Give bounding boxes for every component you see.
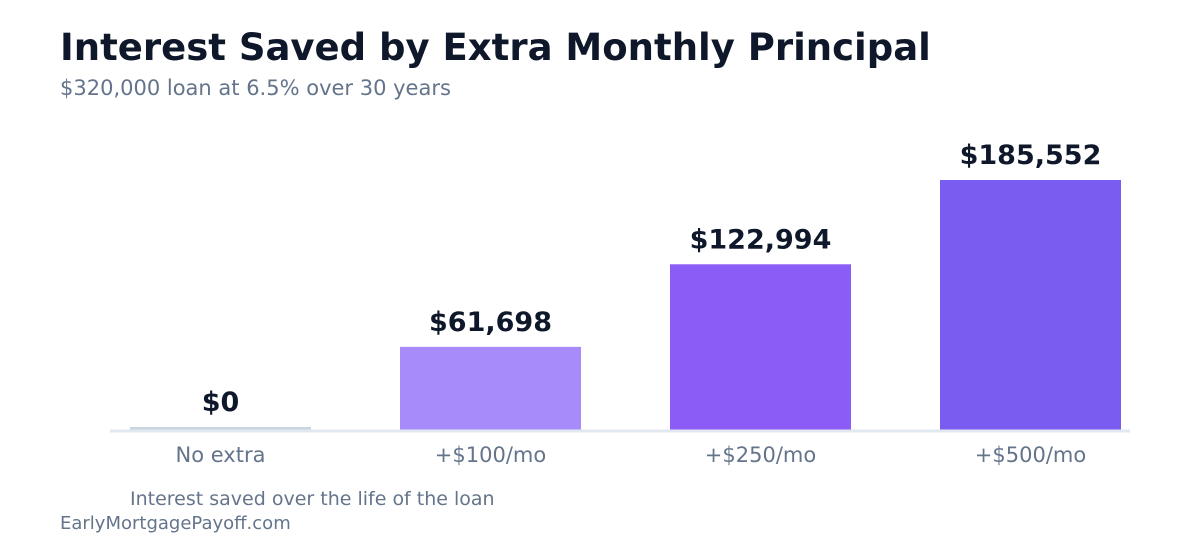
chart-title: Interest Saved by Extra Monthly Principa… bbox=[60, 26, 931, 69]
chart-caption: Interest saved over the life of the loan bbox=[130, 488, 495, 510]
x-tick-label: +$250/mo bbox=[705, 443, 816, 467]
bar-1 bbox=[130, 427, 311, 430]
x-tick-label: +$100/mo bbox=[435, 443, 546, 467]
x-tick-label: No extra bbox=[176, 443, 266, 467]
x-tick-label: +$500/mo bbox=[975, 443, 1086, 467]
chart-subtitle: $320,000 loan at 6.5% over 30 years bbox=[60, 76, 451, 100]
bar-value-label: $61,698 bbox=[429, 307, 552, 338]
source-credit: EarlyMortgagePayoff.com bbox=[60, 513, 291, 534]
bar-value-label: $185,552 bbox=[960, 140, 1102, 171]
bar-2 bbox=[400, 346, 581, 430]
bar-4 bbox=[940, 180, 1121, 430]
bar-3 bbox=[670, 264, 851, 430]
bar-value-label: $0 bbox=[202, 387, 240, 418]
bar-value-label: $122,994 bbox=[690, 224, 832, 255]
